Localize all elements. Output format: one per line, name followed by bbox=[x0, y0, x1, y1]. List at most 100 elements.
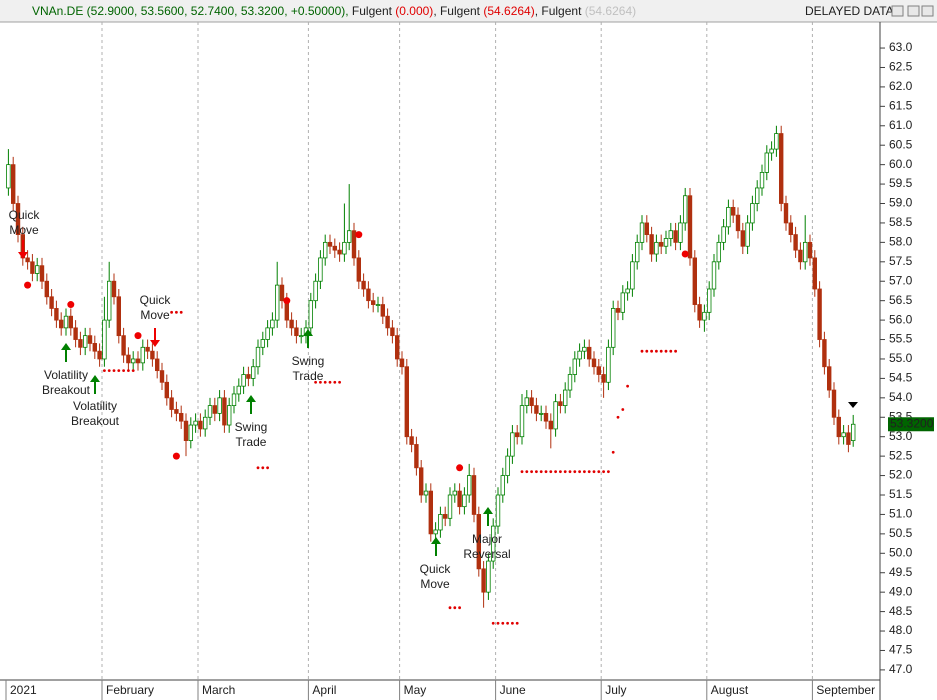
stop-dot bbox=[616, 415, 620, 419]
arrow bbox=[18, 240, 28, 259]
candle-body bbox=[274, 284, 280, 321]
signal-dot bbox=[172, 452, 180, 460]
stop-dot bbox=[559, 470, 562, 474]
candle-body bbox=[30, 261, 35, 274]
stop-dot bbox=[587, 470, 591, 474]
candle-body bbox=[745, 222, 750, 247]
arrow bbox=[90, 375, 100, 394]
candle-body bbox=[817, 288, 822, 340]
stop-dot bbox=[607, 470, 610, 474]
candle-body bbox=[678, 222, 683, 243]
candle-body bbox=[375, 304, 381, 306]
y-tick-label: 51.0 bbox=[889, 507, 913, 521]
candle-body bbox=[548, 420, 553, 430]
y-tick-label: 55.0 bbox=[889, 351, 913, 365]
candle-body bbox=[587, 346, 592, 360]
stop-dot bbox=[458, 606, 461, 610]
x-tick-label: September bbox=[816, 683, 875, 697]
x-tick-label: March bbox=[202, 683, 235, 697]
stop-dot bbox=[333, 380, 337, 384]
candle-body bbox=[327, 241, 333, 247]
candle-body bbox=[841, 432, 846, 438]
y-tick-label: 58.5 bbox=[889, 215, 913, 229]
candle-body bbox=[591, 358, 597, 368]
annotation: Quick bbox=[9, 208, 41, 222]
annotation: Volatility bbox=[73, 399, 117, 413]
candle-body bbox=[510, 432, 515, 457]
signal-dot bbox=[134, 332, 142, 340]
candle-body bbox=[35, 265, 40, 274]
candle-body bbox=[231, 393, 237, 407]
candle-body bbox=[111, 280, 117, 298]
y-tick-label: 52.0 bbox=[889, 468, 913, 482]
candle-body bbox=[10, 164, 16, 204]
annotations: Quick Move Volatility Breakout Volatilit… bbox=[9, 208, 858, 591]
candle-body bbox=[534, 405, 539, 414]
stop-dot bbox=[573, 470, 577, 474]
annotation: Breakout bbox=[71, 414, 120, 428]
candle-body bbox=[630, 261, 635, 290]
candle-body bbox=[332, 245, 337, 251]
y-tick-label: 61.5 bbox=[889, 99, 913, 113]
candle-body bbox=[169, 397, 174, 410]
stop-dot bbox=[338, 380, 341, 384]
candle-body bbox=[524, 397, 529, 407]
header-segment: (54.6264) bbox=[585, 4, 636, 18]
candle-body bbox=[731, 206, 736, 216]
candle-body bbox=[495, 494, 501, 527]
stop-dot bbox=[669, 349, 673, 353]
candle-body bbox=[116, 296, 121, 337]
last-bar-marker bbox=[848, 402, 858, 408]
window-button[interactable] bbox=[891, 5, 904, 17]
candle-body bbox=[380, 304, 385, 317]
candle-body bbox=[164, 381, 169, 399]
candle-body bbox=[140, 346, 145, 364]
candle-body bbox=[428, 490, 433, 535]
y-tick-label: 50.5 bbox=[889, 526, 913, 540]
candle-body bbox=[735, 214, 741, 232]
candle-body bbox=[174, 409, 179, 414]
signal-dot bbox=[456, 464, 464, 472]
candle-body bbox=[294, 327, 299, 337]
window-button[interactable] bbox=[907, 5, 920, 17]
candle-body bbox=[572, 358, 577, 375]
y-tick-label: 60.5 bbox=[889, 137, 913, 151]
candle-body bbox=[697, 304, 702, 321]
candle-body bbox=[539, 412, 544, 415]
candle-body bbox=[707, 288, 712, 313]
candle-body bbox=[563, 389, 568, 407]
candle-body bbox=[774, 133, 779, 150]
y-tick-label: 59.5 bbox=[889, 176, 913, 190]
candle-body bbox=[750, 203, 755, 224]
candle-body bbox=[25, 257, 30, 263]
candle-body bbox=[457, 490, 462, 508]
stop-dot bbox=[496, 621, 500, 625]
candle-body bbox=[433, 529, 438, 535]
stop-dot bbox=[674, 349, 677, 353]
arrow bbox=[61, 343, 71, 362]
stop-dot bbox=[578, 470, 581, 474]
candle-body bbox=[49, 296, 54, 309]
annotation: Swing bbox=[292, 354, 325, 368]
candle-body bbox=[39, 265, 45, 282]
candle-body bbox=[404, 366, 409, 438]
candle-body bbox=[639, 222, 645, 243]
window-button[interactable] bbox=[921, 5, 934, 17]
candle-body bbox=[553, 401, 558, 430]
candle-body bbox=[130, 358, 136, 364]
stop-dot bbox=[511, 621, 514, 625]
stop-dot bbox=[126, 369, 130, 373]
x-tick-label: May bbox=[404, 683, 427, 697]
signal-dot bbox=[24, 281, 32, 289]
y-tick-label: 54.0 bbox=[889, 390, 913, 404]
candle-body bbox=[601, 374, 606, 383]
arrow bbox=[246, 395, 256, 414]
candle-body bbox=[255, 346, 261, 368]
stop-dot bbox=[611, 450, 615, 454]
candle-body bbox=[769, 148, 774, 154]
candle-body bbox=[726, 206, 731, 228]
candle-body bbox=[654, 241, 659, 255]
candle-body bbox=[846, 432, 851, 445]
plot: 47.0 47.5 48.0 48.5 49.0 49.5 50.0 50.5 51.0 51.5… bbox=[5, 22, 913, 700]
